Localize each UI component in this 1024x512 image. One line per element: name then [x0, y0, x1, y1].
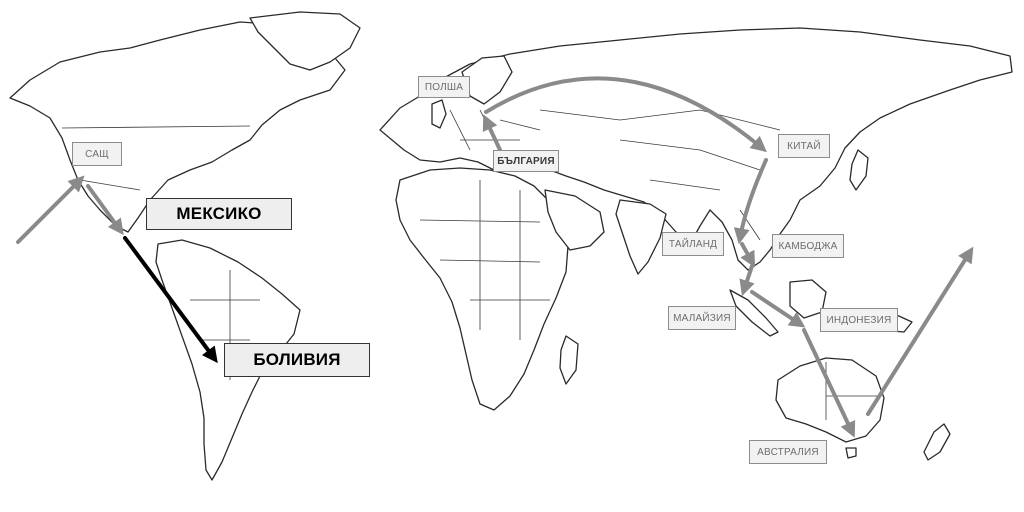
india-landmass: [615, 199, 667, 275]
route-arrow-usa-to-mexico: [86, 184, 124, 236]
russia-border: [539, 109, 781, 131]
label-bolivia: БОЛИВИЯ: [224, 343, 370, 377]
travel-routes: [16, 76, 974, 438]
route-arrow-bulgaria-to-poland: [482, 114, 502, 152]
route-arrow-china-to-thailand: [733, 158, 768, 245]
route-arrow-malaysia-to-indonesia: [750, 290, 806, 328]
route-arrow-indonesia-to-australia: [802, 328, 856, 438]
japan-landmass: [849, 149, 869, 191]
label-cambodia: КАМБОДЖА: [772, 234, 844, 258]
label-mexico: МЕКСИКО: [146, 198, 292, 230]
new-zealand-landmass: [923, 423, 951, 461]
australia-landmass: [775, 357, 885, 443]
label-china: КИТАЙ: [778, 134, 830, 158]
tasmania-landmass: [845, 447, 857, 459]
asia-borders: [619, 139, 761, 241]
africa-landmass: [395, 167, 569, 411]
usa-canada-border: [61, 125, 251, 129]
madagascar-landmass: [559, 335, 579, 385]
label-poland: ПОЛША: [418, 76, 470, 98]
label-thailand: ТАЙЛАНД: [662, 232, 724, 256]
label-australia: АВСТРАЛИЯ: [749, 440, 827, 464]
landmasses: [9, 11, 1013, 481]
route-arrow-cambodia-to-malaysia: [739, 264, 755, 297]
label-usa: САЩ: [72, 142, 122, 166]
label-malaysia: МАЛАЙЗИЯ: [668, 306, 736, 330]
greenland-landmass: [249, 11, 361, 71]
africa-borders: [419, 180, 550, 340]
usa-mexico-border: [79, 179, 141, 191]
route-arrow-australia-outbound: [866, 246, 974, 416]
label-bulgaria: БЪЛГАРИЯ: [493, 150, 559, 172]
route-arrow-thailand-to-cambodia: [740, 242, 756, 268]
label-indonesia: ИНДОНЕЗИЯ: [820, 308, 898, 332]
route-arrow-poland-to-china: [484, 76, 767, 153]
route-arrow-mexico-to-bolivia: [123, 236, 218, 364]
sumatra-landmass: [729, 289, 779, 337]
arabia-landmass: [544, 189, 605, 251]
route-arrow-to-usa: [16, 175, 85, 244]
scandinavia-landmass: [461, 55, 513, 105]
uk-landmass: [431, 99, 447, 129]
